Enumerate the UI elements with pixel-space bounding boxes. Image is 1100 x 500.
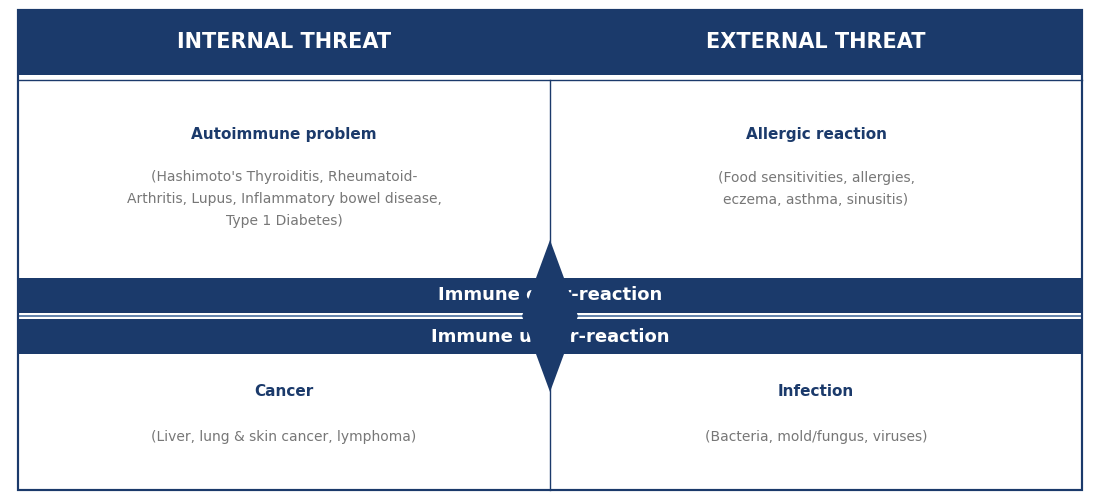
Text: Immune under-reaction: Immune under-reaction [431,328,669,345]
Text: Allergic reaction: Allergic reaction [746,126,887,142]
Text: Autoimmune problem: Autoimmune problem [191,126,377,142]
Bar [18,319,1082,354]
Text: INTERNAL THREAT: INTERNAL THREAT [177,32,392,52]
Text: (Food sensitivities, allergies,
eczema, asthma, sinusitis): (Food sensitivities, allergies, eczema, … [717,171,914,207]
Bar [18,10,1082,75]
Text: Infection: Infection [778,384,854,400]
Bar [18,278,1082,313]
Text: Immune over-reaction: Immune over-reaction [438,286,662,304]
Text: EXTERNAL THREAT: EXTERNAL THREAT [706,32,926,52]
Text: (Liver, lung & skin cancer, lymphoma): (Liver, lung & skin cancer, lymphoma) [152,430,417,444]
Text: Cancer: Cancer [254,384,314,400]
Text: (Hashimoto's Thyroiditis, Rheumatoid-
Arthritis, Lupus, Inflammatory bowel disea: (Hashimoto's Thyroiditis, Rheumatoid- Ar… [126,170,441,228]
Text: (Bacteria, mold/fungus, viruses): (Bacteria, mold/fungus, viruses) [705,430,927,444]
Polygon shape [522,240,578,392]
